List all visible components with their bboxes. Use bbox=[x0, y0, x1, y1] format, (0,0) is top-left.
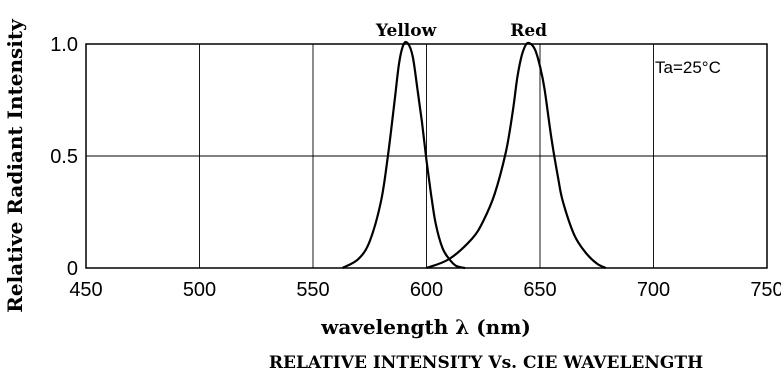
series-label-yellow: Yellow bbox=[375, 21, 437, 41]
x-tick-label-450: 450 bbox=[69, 279, 102, 301]
chart-title: RELATIVE INTENSITY Vs. CIE WAVELENGTH bbox=[269, 353, 703, 373]
x-tick-label-550: 550 bbox=[296, 279, 329, 301]
x-tick-label-600: 600 bbox=[410, 279, 443, 301]
series-label-red: Red bbox=[510, 21, 547, 41]
x-tick-label-700: 700 bbox=[637, 279, 670, 301]
x-tick-label-650: 650 bbox=[523, 279, 556, 301]
x-axis-label: wavelength λ (nm) bbox=[320, 315, 531, 339]
y-axis-label: Relative Radiant Intensity bbox=[3, 18, 27, 313]
y-tick-label-0: 0 bbox=[67, 258, 78, 280]
series-layer bbox=[341, 40, 607, 270]
temperature-annotation: Ta=25°C bbox=[655, 58, 721, 77]
tick-labels: 450 500 550 600 650 700 750 0 0.5 1.0 bbox=[50, 34, 781, 301]
series-line-red bbox=[426, 41, 607, 270]
y-tick-label-0.5: 0.5 bbox=[50, 146, 78, 168]
series-line-yellow bbox=[341, 40, 466, 270]
series-labels: Yellow Red bbox=[375, 21, 547, 41]
x-tick-label-750: 750 bbox=[750, 279, 781, 301]
x-tick-label-500: 500 bbox=[183, 279, 216, 301]
y-tick-label-1: 1.0 bbox=[50, 34, 78, 56]
